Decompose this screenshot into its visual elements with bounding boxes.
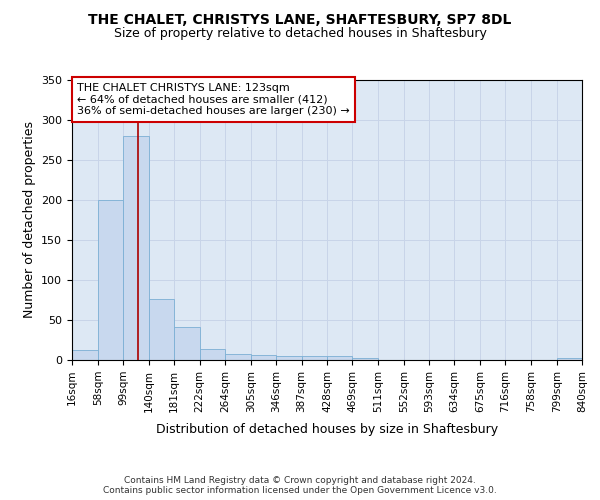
Text: Size of property relative to detached houses in Shaftesbury: Size of property relative to detached ho… — [113, 28, 487, 40]
Bar — [72, 350, 98, 360]
Y-axis label: Number of detached properties: Number of detached properties — [23, 122, 35, 318]
Bar — [302, 356, 327, 360]
Bar — [327, 356, 352, 360]
Bar — [276, 356, 302, 360]
Bar — [352, 358, 379, 360]
Bar — [98, 200, 124, 360]
Text: Contains HM Land Registry data © Crown copyright and database right 2024.
Contai: Contains HM Land Registry data © Crown c… — [103, 476, 497, 495]
Bar — [557, 358, 582, 360]
Bar — [199, 349, 226, 360]
Bar — [174, 327, 199, 360]
Bar — [124, 136, 149, 360]
Text: THE CHALET, CHRISTYS LANE, SHAFTESBURY, SP7 8DL: THE CHALET, CHRISTYS LANE, SHAFTESBURY, … — [88, 12, 512, 26]
Bar — [149, 299, 174, 360]
Bar — [251, 355, 276, 360]
Bar — [226, 354, 251, 360]
Text: THE CHALET CHRISTYS LANE: 123sqm
← 64% of detached houses are smaller (412)
36% : THE CHALET CHRISTYS LANE: 123sqm ← 64% o… — [77, 83, 350, 116]
X-axis label: Distribution of detached houses by size in Shaftesbury: Distribution of detached houses by size … — [156, 423, 498, 436]
